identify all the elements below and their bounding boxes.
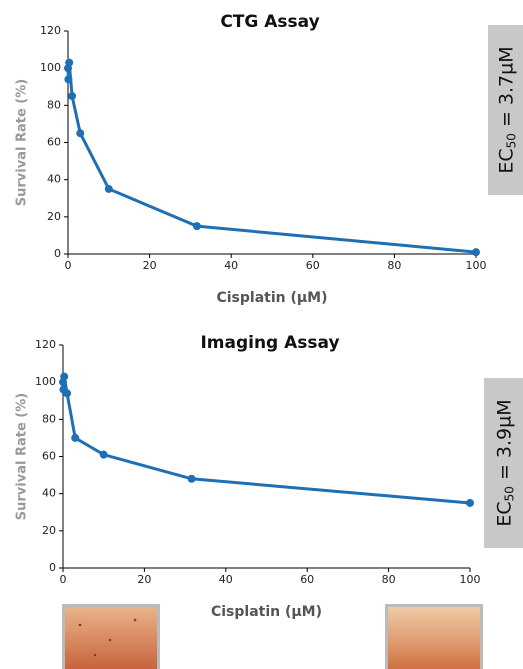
- ec50-main: EC: [495, 148, 517, 173]
- ec50-text: EC50 = 3.9µM: [493, 399, 516, 526]
- chart-title: Imaging Assay: [200, 333, 339, 353]
- data-point: [472, 248, 480, 257]
- ec50-main: EC: [493, 501, 515, 526]
- y-tick-label: 120: [40, 24, 61, 37]
- data-point: [192, 222, 201, 231]
- x-tick-label: 60: [306, 259, 320, 272]
- ec50-rest: = 3.9µM: [493, 399, 515, 486]
- x-tick-label: 100: [460, 573, 481, 586]
- data-point: [104, 184, 113, 193]
- y-tick-label: 40: [47, 173, 61, 186]
- data-point: [60, 372, 69, 381]
- data-point: [65, 58, 74, 67]
- data-point: [68, 92, 77, 101]
- y-axis-label: Survival Rate (%): [15, 393, 30, 520]
- y-tick-label: 80: [47, 98, 61, 111]
- data-point: [187, 474, 196, 483]
- thumbnail: [65, 607, 157, 669]
- x-tick-label: 20: [137, 573, 151, 586]
- x-tick-label: 40: [224, 259, 238, 272]
- ec50-box: [484, 378, 523, 548]
- y-tick-label: 0: [54, 247, 61, 260]
- ec50-text: EC50 = 3.7µM: [495, 46, 518, 173]
- x-tick-label: 40: [219, 573, 233, 586]
- data-point: [63, 389, 72, 398]
- ec50-box: [488, 25, 523, 195]
- y-axis-label: Survival Rate (%): [15, 79, 30, 206]
- y-tick-label: 80: [42, 412, 56, 425]
- ec50-rest: = 3.7µM: [495, 46, 517, 133]
- y-tick-label: 20: [47, 210, 61, 223]
- y-tick-label: 100: [40, 61, 61, 74]
- data-line: [66, 62, 477, 254]
- data-line: [61, 376, 471, 505]
- data-point: [71, 433, 80, 442]
- speck: [133, 618, 137, 622]
- x-tick-label: 60: [300, 573, 314, 586]
- x-axis-label: Cisplatin (µM): [211, 604, 322, 620]
- speck: [108, 638, 112, 642]
- x-tick-label: 0: [60, 573, 67, 586]
- y-tick-label: 40: [42, 487, 56, 500]
- y-tick-label: 100: [35, 375, 56, 388]
- speck: [93, 653, 97, 657]
- ec50-sub: 50: [502, 486, 516, 501]
- x-tick-label: 80: [382, 573, 396, 586]
- y-tick-label: 60: [42, 450, 56, 463]
- x-tick-label: 0: [65, 259, 72, 272]
- x-tick-label: 100: [466, 259, 487, 272]
- x-tick-label: 80: [387, 259, 401, 272]
- x-axis-label: Cisplatin (µM): [216, 290, 327, 306]
- ec50-sub: 50: [504, 133, 518, 148]
- x-tick-label: 20: [143, 259, 157, 272]
- y-tick-label: 20: [42, 524, 56, 537]
- speck: [78, 623, 82, 627]
- data-point: [64, 75, 73, 84]
- data-point: [76, 129, 85, 138]
- thumbnail: [388, 607, 480, 669]
- y-tick-label: 0: [49, 561, 56, 574]
- y-tick-label: 60: [47, 136, 61, 149]
- chart-title: CTG Assay: [220, 12, 319, 32]
- y-tick-label: 120: [35, 338, 56, 351]
- data-point: [99, 450, 108, 459]
- data-point: [466, 498, 474, 507]
